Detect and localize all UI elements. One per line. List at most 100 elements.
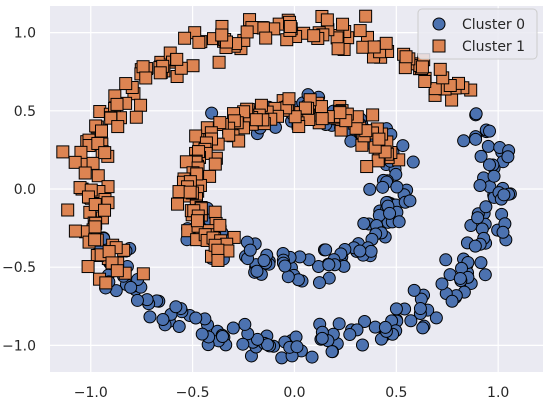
data-point <box>501 150 515 164</box>
data-point <box>169 300 183 314</box>
data-point <box>88 220 102 234</box>
data-point <box>320 13 334 27</box>
data-point <box>413 302 427 316</box>
data-point <box>278 259 292 273</box>
data-point <box>372 132 386 146</box>
y-tick-label: −0.5 <box>2 260 36 276</box>
data-point <box>134 98 148 112</box>
y-tick-label: 0.0 <box>14 182 36 198</box>
data-point <box>399 50 413 64</box>
data-point <box>282 92 296 106</box>
data-point <box>336 17 350 31</box>
data-point <box>356 40 370 54</box>
data-point <box>98 203 112 217</box>
data-point <box>290 340 304 354</box>
data-point <box>250 264 264 278</box>
data-point <box>99 276 113 290</box>
data-point <box>332 317 346 331</box>
data-point <box>357 217 371 231</box>
data-point <box>469 132 483 146</box>
data-point <box>95 124 109 138</box>
data-point <box>172 185 186 199</box>
data-point <box>398 61 412 75</box>
legend-label: Cluster 0 <box>462 17 525 33</box>
data-point <box>435 277 449 291</box>
data-point <box>250 332 264 346</box>
data-point <box>481 139 495 153</box>
data-point <box>363 182 377 196</box>
data-point <box>298 101 312 115</box>
data-point <box>396 139 410 153</box>
data-point <box>110 264 124 278</box>
data-point <box>364 244 378 258</box>
data-point <box>353 24 367 38</box>
data-point <box>172 320 186 334</box>
data-point <box>468 239 482 253</box>
data-point <box>281 270 295 284</box>
data-point <box>482 158 496 172</box>
data-point <box>479 200 493 214</box>
data-point <box>389 302 403 316</box>
data-point <box>56 145 70 159</box>
data-point <box>433 62 447 76</box>
data-point <box>403 194 417 208</box>
data-point <box>208 157 222 171</box>
data-point <box>212 55 226 69</box>
data-point <box>439 253 453 267</box>
data-point <box>307 29 321 43</box>
x-axis-ticks: −1.0 −0.5 0.0 0.5 1.0 <box>74 385 510 401</box>
data-point <box>322 258 336 272</box>
data-point <box>469 107 483 121</box>
data-point <box>78 166 92 180</box>
data-point <box>222 128 236 142</box>
data-point <box>86 156 100 170</box>
data-point <box>119 77 133 91</box>
data-point <box>453 271 467 285</box>
y-tick-label: −1.0 <box>2 338 36 354</box>
data-point <box>81 260 95 274</box>
data-point <box>261 338 275 352</box>
data-point <box>190 214 204 228</box>
y-tick-label: 1.0 <box>14 26 36 42</box>
data-point <box>315 331 329 345</box>
data-point <box>390 180 404 194</box>
data-point <box>344 134 358 148</box>
data-point <box>314 100 328 114</box>
data-point <box>257 254 271 268</box>
data-point <box>183 185 197 199</box>
x-tick-label: −0.5 <box>176 385 210 401</box>
data-point <box>111 120 125 134</box>
data-point <box>98 146 112 160</box>
data-point <box>288 110 302 124</box>
data-point <box>136 267 150 281</box>
data-point <box>496 225 510 239</box>
data-point <box>478 268 492 282</box>
data-point <box>319 243 333 257</box>
data-point <box>136 60 150 74</box>
data-point <box>312 276 326 290</box>
y-axis-ticks: 1.0 0.5 0.0 −0.5 −1.0 <box>2 26 36 355</box>
data-point <box>61 203 75 217</box>
x-tick-label: 0.0 <box>283 385 305 401</box>
data-point <box>236 337 250 351</box>
data-point <box>445 93 459 107</box>
data-point <box>415 60 429 74</box>
data-point <box>483 124 497 138</box>
data-point <box>124 280 138 294</box>
data-point <box>139 71 153 85</box>
data-point <box>497 188 511 202</box>
data-point <box>325 345 339 359</box>
data-point <box>129 110 143 124</box>
data-point <box>186 59 200 73</box>
data-point <box>102 245 116 259</box>
data-point <box>333 106 347 120</box>
data-point <box>238 317 252 331</box>
data-point <box>474 256 488 270</box>
data-point <box>213 218 227 232</box>
data-point <box>404 314 418 328</box>
data-point <box>195 327 209 341</box>
data-point <box>68 155 82 169</box>
data-point <box>110 97 124 111</box>
data-point <box>305 350 319 364</box>
